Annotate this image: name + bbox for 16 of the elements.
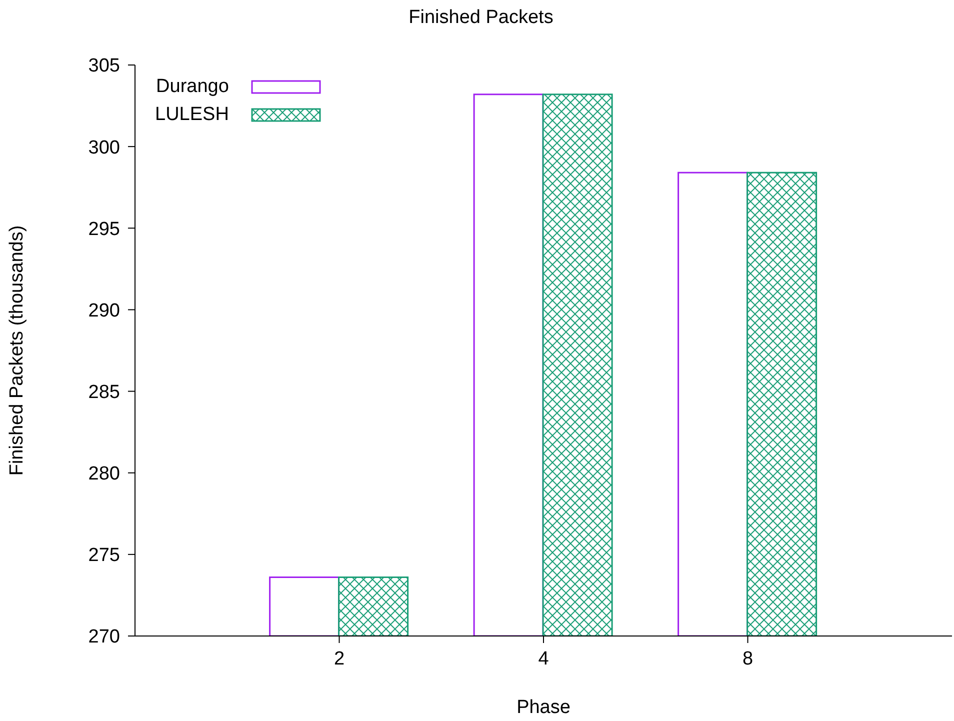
- y-tick-label: 270: [88, 626, 120, 648]
- y-axis-title: Finished Packets (thousands): [6, 225, 28, 476]
- legend-label: LULESH: [155, 104, 229, 126]
- x-tick-label: 4: [538, 648, 550, 670]
- y-tick-label: 295: [88, 218, 120, 240]
- x-axis-title: Phase: [516, 697, 570, 718]
- y-tick-label: 280: [88, 464, 120, 485]
- y-tick-label: 300: [88, 137, 120, 158]
- x-tick-label: 2: [334, 648, 345, 670]
- x-tick-label: 8: [742, 648, 754, 670]
- y-tick-label: 305: [88, 56, 120, 77]
- y-tick-label: 275: [88, 545, 120, 566]
- y-tick-label: 285: [88, 382, 120, 404]
- legend-label: Durango: [156, 76, 229, 98]
- y-tick-label: 290: [88, 300, 120, 322]
- chart-title: Finished Packets: [408, 7, 554, 28]
